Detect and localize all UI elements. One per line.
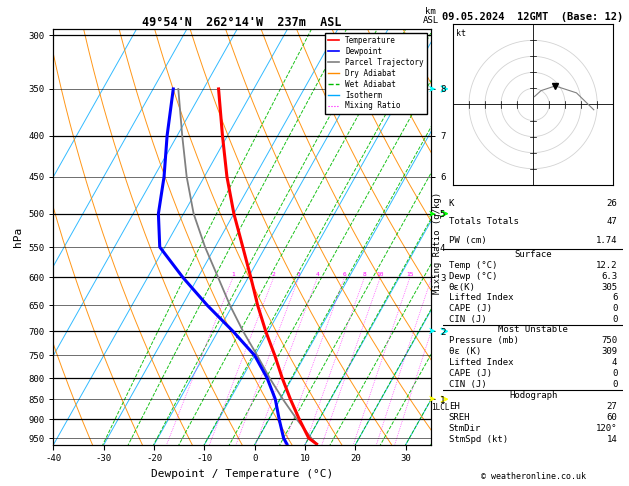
Text: 0: 0 (612, 304, 617, 313)
Text: 0: 0 (612, 380, 617, 389)
Text: 14: 14 (606, 434, 617, 444)
Text: 47: 47 (606, 217, 617, 226)
Text: 120°: 120° (596, 424, 617, 433)
Text: θε (K): θε (K) (449, 347, 481, 356)
Text: Dewp (°C): Dewp (°C) (449, 272, 497, 281)
Text: Pressure (mb): Pressure (mb) (449, 336, 519, 346)
Text: 09.05.2024  12GMT  (Base: 12): 09.05.2024 12GMT (Base: 12) (442, 12, 624, 22)
Text: 750: 750 (601, 336, 617, 346)
Text: 12.2: 12.2 (596, 261, 617, 270)
Text: 309: 309 (601, 347, 617, 356)
Text: Lifted Index: Lifted Index (449, 358, 513, 367)
Text: 27: 27 (606, 401, 617, 411)
Text: CAPE (J): CAPE (J) (449, 304, 492, 313)
Text: 6: 6 (612, 293, 617, 302)
Text: Most Unstable: Most Unstable (498, 326, 568, 334)
Text: CIN (J): CIN (J) (449, 315, 486, 324)
Text: 8: 8 (362, 273, 366, 278)
Text: 26: 26 (606, 199, 617, 208)
Text: 3: 3 (297, 273, 301, 278)
Text: 6: 6 (343, 273, 347, 278)
Text: ➤: ➤ (428, 394, 435, 404)
Title: 49°54'N  262°14'W  237m  ASL: 49°54'N 262°14'W 237m ASL (142, 16, 342, 29)
Text: km
ASL: km ASL (423, 7, 439, 25)
Text: Mixing Ratio (g/kg): Mixing Ratio (g/kg) (433, 192, 442, 294)
Text: ➤: ➤ (428, 208, 435, 219)
Text: kt: kt (456, 29, 466, 37)
X-axis label: Dewpoint / Temperature (°C): Dewpoint / Temperature (°C) (151, 469, 333, 479)
Text: 10: 10 (377, 273, 384, 278)
Text: 2: 2 (272, 273, 276, 278)
Text: PW (cm): PW (cm) (449, 236, 486, 245)
Text: ➤: ➤ (428, 84, 435, 94)
Text: © weatheronline.co.uk: © weatheronline.co.uk (481, 472, 586, 481)
Text: 6.3: 6.3 (601, 272, 617, 281)
Text: 1: 1 (231, 273, 235, 278)
Text: SREH: SREH (449, 413, 470, 422)
Text: Surface: Surface (515, 250, 552, 260)
Text: Temp (°C): Temp (°C) (449, 261, 497, 270)
Text: ➤: ➤ (428, 326, 435, 336)
Text: 0: 0 (612, 315, 617, 324)
Text: Hodograph: Hodograph (509, 391, 557, 399)
Text: 305: 305 (601, 282, 617, 292)
Text: 1.74: 1.74 (596, 236, 617, 245)
Text: Totals Totals: Totals Totals (449, 217, 519, 226)
Text: 4: 4 (612, 358, 617, 367)
Text: 4: 4 (316, 273, 320, 278)
Text: K: K (449, 199, 454, 208)
Text: CAPE (J): CAPE (J) (449, 369, 492, 378)
Y-axis label: hPa: hPa (13, 227, 23, 247)
Text: θε(K): θε(K) (449, 282, 476, 292)
Text: 0: 0 (612, 369, 617, 378)
Text: StmDir: StmDir (449, 424, 481, 433)
Text: StmSpd (kt): StmSpd (kt) (449, 434, 508, 444)
Text: CIN (J): CIN (J) (449, 380, 486, 389)
Text: 1LCL: 1LCL (431, 403, 450, 412)
Text: 15: 15 (406, 273, 414, 278)
Text: 60: 60 (606, 413, 617, 422)
Text: EH: EH (449, 401, 460, 411)
Legend: Temperature, Dewpoint, Parcel Trajectory, Dry Adiabat, Wet Adiabat, Isotherm, Mi: Temperature, Dewpoint, Parcel Trajectory… (325, 33, 427, 114)
Text: Lifted Index: Lifted Index (449, 293, 513, 302)
